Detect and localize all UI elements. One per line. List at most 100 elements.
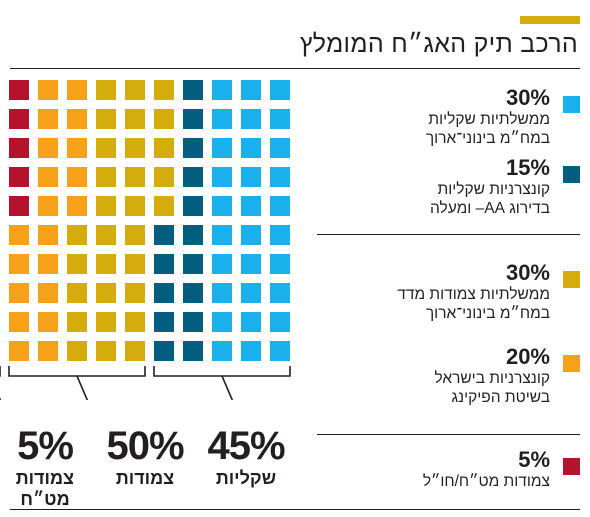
waffle-cell [212,196,232,216]
waffle-cell [38,341,58,361]
waffle-cell [67,225,87,245]
waffle-cell [270,80,290,100]
legend-percent: 20% [505,344,550,369]
waffle-cell [96,167,116,187]
waffle-cell [183,196,203,216]
legend-label-line: בדירוג AA– ומעלה [430,200,550,217]
waffle-cell [270,312,290,332]
waffle-cell [183,138,203,158]
waffle-cell [183,109,203,129]
waffle-cell [38,283,58,303]
waffle-cell [212,138,232,158]
waffle-cell [154,138,174,158]
waffle-cell [67,341,87,361]
waffle-cell [38,138,58,158]
waffle-cell [125,225,145,245]
waffle-cell [183,283,203,303]
waffle-cell [67,80,87,100]
waffle-cell [9,225,29,245]
waffle-cell [38,196,58,216]
waffle-cell [270,196,290,216]
chart-title: הרכב תיק האג״ח המומלץ [299,30,578,58]
waffle-cell [38,109,58,129]
title-accent-bar [520,16,580,24]
waffle-cell [67,312,87,332]
waffle-cell [38,167,58,187]
waffle-cell [154,167,174,187]
group-total-foreign: 5% צמודות מט״ח [4,424,86,510]
group-label: שקליות [215,468,277,488]
waffle-cell [154,196,174,216]
waffle-cell [67,254,87,274]
legend-swatch [563,355,580,372]
waffle-cell [96,283,116,303]
waffle-cell [183,167,203,187]
group-total-shekel: 45% שקליות [196,424,296,489]
waffle-cell [67,283,87,303]
waffle-cell [9,138,29,158]
group-bracket [0,366,2,400]
legend-percent: 15% [505,155,550,180]
waffle-cell [212,283,232,303]
waffle-cell [125,138,145,158]
waffle-cell [96,225,116,245]
legend-label-line: במח״מ בינוני־ארוך [425,305,550,322]
legend-swatch [563,166,580,183]
group-label: צמודות מט״ח [15,468,74,509]
group-label: צמודות [115,468,175,488]
legend-percent: 5% [518,447,550,472]
waffle-cell [270,167,290,187]
waffle-cell [183,225,203,245]
waffle-cell [125,341,145,361]
waffle-cell [212,225,232,245]
legend-percent: 30% [505,85,550,110]
waffle-cell [241,254,261,274]
legend-label-line: ממשלתיות צמודות מדד [397,286,550,303]
waffle-cell [241,312,261,332]
legend-divider [317,234,580,235]
group-total-linked: 50% צמודות [95,424,195,489]
group-percent: 45% [207,424,285,468]
title-divider [10,68,580,69]
waffle-cell [125,254,145,274]
waffle-cell [241,283,261,303]
waffle-cell [154,341,174,361]
waffle-cell [125,283,145,303]
waffle-cell [154,254,174,274]
waffle-cell [9,283,29,303]
group-bracket [8,366,146,400]
waffle-cell [212,312,232,332]
waffle-cell [241,138,261,158]
waffle-cell [67,167,87,187]
bottom-divider [10,509,580,510]
waffle-cell [38,225,58,245]
waffle-cell [241,167,261,187]
waffle-cell [241,225,261,245]
waffle-cell [9,254,29,274]
waffle-cell [183,341,203,361]
legend-label-line: במח״מ בינוני־ארוך [425,130,550,147]
waffle-cell [9,196,29,216]
waffle-cell [270,109,290,129]
waffle-cell [183,312,203,332]
waffle-cell [154,283,174,303]
waffle-cell [270,254,290,274]
legend-label-line: צמודות מט״ח/חו״ל [422,473,550,490]
waffle-cell [270,138,290,158]
waffle-cell [67,109,87,129]
waffle-cell [125,109,145,129]
group-percent: 5% [17,424,74,468]
waffle-cell [154,312,174,332]
group-percent: 50% [106,424,184,468]
waffle-cell [96,196,116,216]
legend-label-line: קונצרניות בישראל [434,370,550,387]
waffle-cell [154,80,174,100]
waffle-cell [96,254,116,274]
waffle-cell [9,80,29,100]
waffle-cell [183,254,203,274]
waffle-cell [241,80,261,100]
legend-swatch [563,271,580,288]
legend-label-line: ממשלתיות שקליות [428,111,550,128]
legend-label-line: קונצרניות שקליות [437,181,550,198]
waffle-cell [38,312,58,332]
